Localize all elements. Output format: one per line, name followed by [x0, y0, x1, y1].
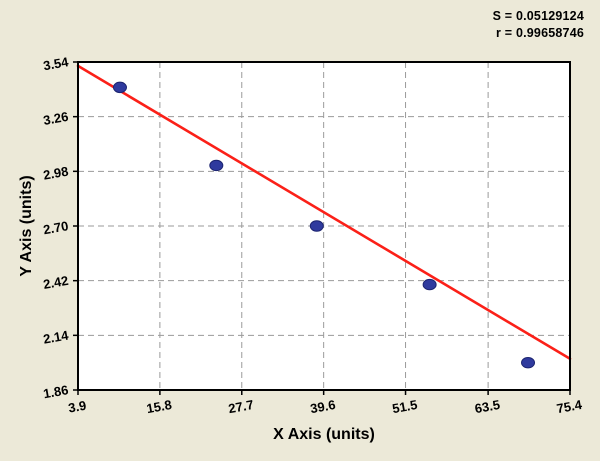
stat-standard-error: S = 0.05129124 — [492, 9, 584, 23]
x-tick-label: 63.5 — [474, 397, 502, 416]
y-tick-label: 2.14 — [42, 327, 70, 346]
data-point — [112, 81, 127, 94]
data-point — [422, 278, 437, 291]
x-tick-label: 27.7 — [227, 397, 255, 416]
x-tick-label: 3.9 — [67, 398, 87, 416]
fit-statistics: S = 0.05129124 r = 0.99658746 — [493, 8, 584, 42]
y-axis-title: Y Axis (units) — [18, 175, 35, 277]
x-tick-label: 39.6 — [309, 397, 337, 416]
data-point — [521, 356, 536, 369]
y-tick-label: 2.42 — [42, 273, 70, 292]
y-tick-label: 3.54 — [42, 54, 70, 73]
y-tick-label: 3.26 — [42, 109, 70, 128]
data-point — [309, 220, 324, 232]
x-tick-label: 75.4 — [555, 397, 583, 416]
y-tick-label: 2.70 — [42, 218, 70, 237]
x-tick-label: 51.5 — [391, 397, 419, 416]
x-axis-title: X Axis (units) — [273, 426, 375, 443]
y-tick-label: 1.86 — [42, 382, 70, 401]
stat-correlation: r = 0.99658746 — [496, 26, 584, 40]
y-tick-label: 2.98 — [42, 164, 70, 183]
data-point — [209, 159, 224, 172]
x-tick-label: 15.8 — [145, 397, 173, 416]
fit-line — [76, 64, 572, 361]
